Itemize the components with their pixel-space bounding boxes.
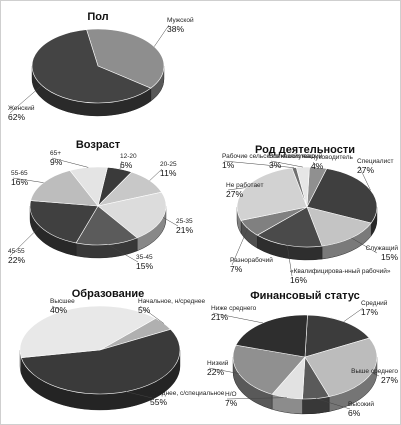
pie-slice-2-2 (306, 206, 372, 247)
leader-line-2-5 (227, 187, 246, 191)
pie-slice-1-4 (29, 200, 99, 244)
leader-line-3-0 (139, 305, 165, 324)
slice-value-2-1: 27% (357, 165, 374, 175)
chart-title-finance: Финансовый статус (250, 290, 360, 302)
slice-label-2-3: «Квалифицирова-нный рабочий» (290, 267, 391, 275)
slice-label-1-0: 12-20 (120, 153, 137, 160)
leader-line-3-1 (125, 391, 153, 399)
slice-value-3-1: 55% (150, 397, 167, 407)
slice-label-2-7: Военнослужащий (269, 152, 323, 160)
pie-slice-3-2 (19, 305, 157, 358)
slice-label-2-6: Рабочие сельского хозяйства (222, 152, 311, 160)
leader-line-2-1 (358, 165, 371, 191)
leader-line-1-0 (119, 160, 123, 170)
slice-value-2-4: 7% (230, 264, 243, 274)
leader-line-2-6 (223, 160, 295, 168)
chart-title-gender: Пол (87, 11, 108, 23)
pie-slice-2-5 (236, 167, 308, 221)
slice-label-1-1: 20-25 (160, 161, 177, 168)
leader-line-2-2 (351, 237, 378, 254)
slice-label-1-2: 25-35 (176, 218, 193, 225)
slice-value-3-2: 40% (50, 305, 67, 315)
slice-label-1-3: 35-45 (136, 254, 153, 261)
leader-line-2-7 (270, 160, 303, 168)
slice-value-3-0: 5% (138, 305, 151, 315)
leader-line-1-4 (9, 226, 41, 257)
leader-line-4-5 (212, 312, 263, 324)
leader-line-4-2 (315, 398, 351, 410)
slice-value-4-0: 17% (361, 307, 378, 317)
slice-value-0-0: 38% (167, 24, 184, 34)
slice-label-2-2: Служащий (366, 244, 399, 252)
leader-line-3-2 (51, 305, 63, 312)
leader-line-2-3 (286, 245, 293, 277)
leader-line-0-0 (154, 24, 170, 47)
slice-value-2-0: 4% (311, 161, 324, 171)
leader-line-4-1 (371, 372, 380, 377)
slice-label-4-0: Средний (361, 299, 388, 307)
pie-slice-1-3 (75, 205, 138, 246)
slice-value-1-6: 9% (50, 157, 63, 167)
slice-label-0-1: Женский (8, 104, 35, 112)
leader-line-2-4 (231, 228, 248, 266)
chart-title-occupation: Род деятельности (255, 144, 355, 156)
slice-label-4-3: Н/О (225, 391, 237, 398)
chart-title-education: Образование (72, 288, 145, 300)
slice-value-2-2: 15% (381, 252, 398, 262)
pie-slice-1-6 (69, 166, 108, 207)
slice-value-1-2: 21% (176, 225, 193, 235)
slice-value-2-3: 16% (290, 275, 307, 285)
slice-value-4-3: 7% (225, 398, 238, 408)
slice-value-2-5: 27% (226, 189, 243, 199)
leader-line-1-3 (107, 244, 139, 263)
leader-line-1-2 (162, 217, 179, 227)
leader-line-2-0 (312, 161, 319, 168)
slice-value-1-4: 22% (8, 255, 25, 265)
slice-value-0-1: 62% (8, 112, 25, 122)
pie-slice-2-3 (256, 206, 323, 248)
slice-label-3-0: Начальное, н/среднее (138, 298, 206, 305)
slice-value-1-5: 16% (11, 177, 28, 187)
slice-value-4-5: 21% (211, 312, 228, 322)
slice-label-2-0: Руководитель (311, 154, 353, 161)
leader-line-0-1 (9, 85, 42, 114)
slice-value-1-0: 6% (120, 160, 133, 170)
slice-label-0-0: Мужской (167, 16, 194, 24)
slice-label-1-4: 45-55 (8, 248, 25, 255)
pie-slice-4-1 (304, 337, 378, 397)
slice-label-1-6: 65+ (50, 150, 61, 157)
slice-value-4-4: 22% (207, 367, 224, 377)
leader-line-4-0 (343, 307, 364, 322)
slice-value-4-1: 27% (381, 375, 398, 385)
slice-label-4-5: Ниже среднего (211, 305, 257, 312)
slice-label-1-5: 55-65 (11, 170, 28, 177)
slice-label-2-1: Специалист (357, 158, 393, 165)
slice-value-2-7: 3% (269, 160, 282, 170)
slice-value-1-1: 11% (160, 168, 177, 178)
slice-value-2-6: 1% (222, 160, 235, 170)
pie-slice-3-1 (20, 329, 181, 395)
leader-line-4-3 (226, 397, 287, 400)
slice-value-1-3: 15% (136, 261, 153, 271)
slice-label-3-1: Среднее, с/специальное (150, 390, 225, 397)
slice-label-4-2: Высокий (348, 400, 374, 408)
chart-title-age: Возраст (76, 139, 121, 151)
slice-label-4-4: Низкий (207, 359, 229, 367)
pie-slice-4-0 (304, 314, 370, 358)
pie-slice-4-4 (232, 344, 306, 395)
slice-label-2-4: Разнорабочий (230, 256, 273, 264)
slice-value-4-2: 6% (348, 408, 361, 418)
slice-label-3-2: Высшее (50, 298, 75, 305)
leader-line-1-1 (149, 168, 163, 181)
leader-line-4-4 (208, 367, 239, 374)
leader-line-1-5 (12, 177, 44, 183)
slice-label-2-5: Не работает (226, 181, 263, 189)
pie-slice-0-0 (86, 28, 165, 89)
slice-label-4-1: Выше среднего (351, 368, 398, 375)
leader-line-1-6 (51, 157, 89, 168)
